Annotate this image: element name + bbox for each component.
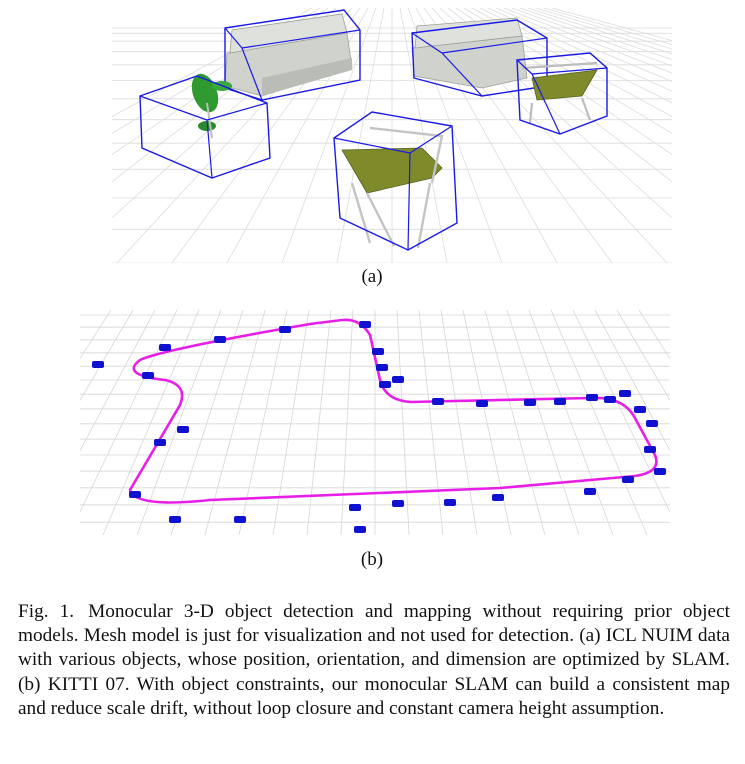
car-marker — [372, 348, 384, 355]
figure-caption: Fig. 1. Monocular 3-D object detection an… — [18, 600, 730, 721]
car-marker — [354, 526, 366, 533]
grid-line — [396, 310, 410, 535]
grid-line — [487, 8, 672, 92]
grid-line — [511, 8, 672, 67]
grid-line — [528, 310, 614, 535]
car-marker — [177, 426, 189, 433]
car-marker — [554, 398, 566, 405]
grid-line — [80, 310, 134, 402]
car-marker — [622, 476, 634, 483]
grid-line — [399, 8, 448, 263]
grid-line — [495, 8, 672, 82]
car-marker — [214, 336, 226, 343]
car-marker — [619, 390, 631, 397]
car-marker — [586, 394, 598, 401]
car-marker — [359, 321, 371, 328]
caption-label: Fig. 1. — [18, 601, 75, 622]
car-marker — [92, 361, 104, 368]
car-marker — [476, 400, 488, 407]
grid-line — [136, 310, 222, 535]
car-marker — [376, 364, 388, 371]
caption-text: Monocular 3-D object detection and mappi… — [18, 601, 730, 719]
grid-line — [238, 310, 288, 535]
car-marker — [129, 491, 141, 498]
grid-line — [340, 310, 354, 535]
car-marker — [432, 398, 444, 405]
camera-trajectory — [128, 318, 658, 504]
car-marker — [654, 468, 666, 475]
grid-line — [616, 310, 670, 402]
car-marker — [634, 406, 646, 413]
figure-a-icl-nuim-scene — [112, 8, 672, 263]
grid-line — [418, 310, 444, 535]
grid-line — [272, 310, 310, 535]
grid-line — [543, 8, 672, 45]
grid-line — [550, 310, 648, 535]
grid-line — [479, 8, 672, 104]
grid-line — [527, 8, 672, 55]
car-marker — [444, 499, 456, 506]
chair-object-right — [516, 52, 608, 135]
car-marker — [644, 446, 656, 453]
car-marker — [492, 494, 504, 501]
car-marker — [349, 504, 361, 511]
grid-line — [462, 310, 512, 535]
car-marker — [646, 420, 658, 427]
grid-line — [80, 310, 112, 360]
car-marker — [234, 516, 246, 523]
car-marker — [524, 399, 536, 406]
detected-cars — [92, 321, 666, 533]
chair-object-center — [333, 111, 458, 251]
grid-line — [638, 310, 670, 360]
grid-line — [471, 8, 672, 117]
grid-line — [506, 310, 580, 535]
grid-line — [440, 310, 478, 535]
plant-object — [139, 73, 271, 179]
grid-line — [519, 8, 672, 60]
car-marker — [159, 344, 171, 351]
car-marker — [392, 500, 404, 507]
floor-grid — [112, 8, 672, 263]
car-marker — [279, 326, 291, 333]
sofa-object-1 — [224, 9, 361, 101]
grid-line — [170, 310, 244, 535]
car-marker — [392, 376, 404, 383]
grid-line — [484, 310, 546, 535]
grid-line — [204, 310, 266, 535]
subfigure-b-caption: (b) — [360, 549, 384, 570]
subfigure-a-caption: (a) — [361, 266, 383, 287]
car-marker — [604, 396, 616, 403]
figure-b-kitti-trajectory — [80, 310, 670, 535]
grid-line — [463, 8, 672, 134]
grid-line — [572, 310, 670, 514]
car-marker — [142, 372, 154, 379]
car-marker — [169, 516, 181, 523]
car-marker — [584, 488, 596, 495]
car-marker — [154, 439, 166, 446]
grid-line — [80, 310, 156, 452]
grid-line — [503, 8, 672, 74]
grid-line — [306, 310, 332, 535]
sofa-object-2 — [411, 17, 548, 97]
grid-line — [535, 8, 672, 50]
car-marker — [379, 381, 391, 388]
